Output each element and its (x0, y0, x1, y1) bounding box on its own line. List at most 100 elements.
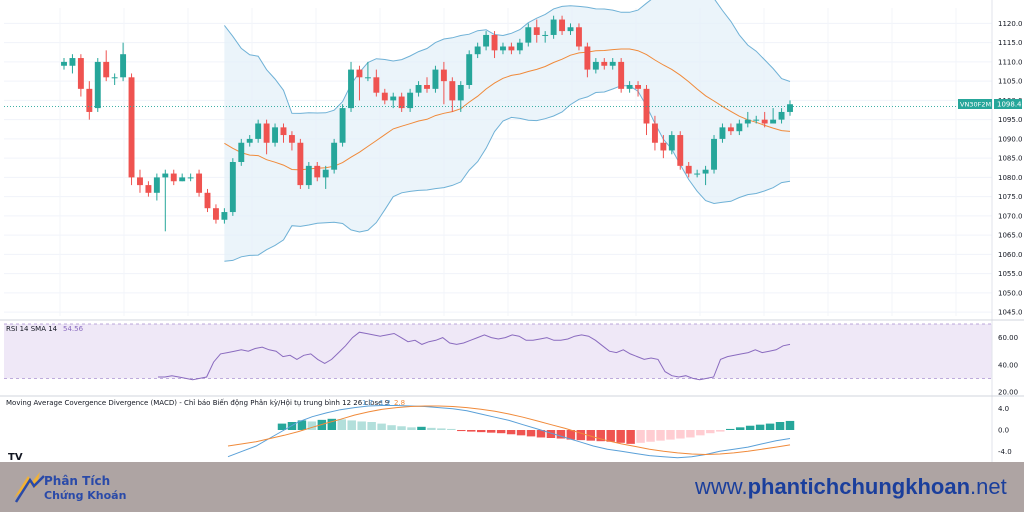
macd-histogram-bar (437, 428, 446, 430)
candle (204, 188, 211, 213)
macd-histogram-bar (666, 430, 675, 440)
candle-body (457, 85, 464, 101)
candle-body (212, 208, 219, 220)
trading-chart[interactable]: 60.00 40.00 20.00 4.0 0.0 -4.0 1045.0 1050.0 1… (0, 0, 1024, 462)
candle (255, 119, 262, 143)
candle (449, 77, 456, 112)
macd-histogram-bar (387, 425, 396, 430)
candle-body (592, 61, 599, 70)
macd-tick-label: -4.0 (998, 448, 1012, 456)
macd-histogram-bar (297, 420, 307, 430)
macd-histogram-bar (646, 430, 655, 442)
macd-histogram-bar (357, 421, 366, 430)
macd-histogram-bar (367, 422, 376, 430)
site-prefix: www. (695, 474, 748, 499)
macd-histogram-bar (636, 430, 645, 443)
candle (508, 42, 515, 55)
candle-body (364, 77, 371, 79)
rsi-tick-label: 20.00 (998, 389, 1018, 397)
candle-body (660, 142, 667, 151)
candle-body (331, 142, 338, 170)
macd-histogram-bar (526, 430, 536, 437)
candle (550, 15, 557, 39)
price-tick-label: 1045.0 (998, 309, 1023, 317)
candle-body (390, 96, 397, 101)
candle (483, 31, 490, 51)
candle-body (635, 85, 642, 89)
price-tick-label: 1085.0 (998, 155, 1023, 163)
candle-body (651, 123, 658, 143)
footer-banner: Phân Tích Chứng Khoán www.phantichchungk… (0, 462, 1024, 512)
rsi-pane[interactable]: 60.00 40.00 20.00 (4, 323, 1018, 397)
website-url[interactable]: www.phantichchungkhoan.net (695, 474, 1007, 500)
macd-histogram-bar (586, 430, 596, 441)
candle (744, 111, 751, 128)
price-tick-label: 1120.0 (998, 20, 1023, 28)
candle-body (491, 34, 498, 51)
candle (272, 123, 279, 147)
candle (61, 58, 67, 70)
macd-histogram-bar (745, 425, 755, 430)
candle-body (719, 127, 726, 139)
candle-body (778, 111, 785, 120)
rsi-tick-label: 40.00 (998, 361, 1018, 369)
macd-value: 1.7 (362, 399, 373, 407)
price-tick-label: 1060.0 (998, 251, 1023, 259)
candle-body (584, 46, 591, 70)
symbol-tag: VN30F2M (960, 101, 991, 109)
macd-histogram-bar (427, 427, 436, 430)
macd-histogram-bar (307, 421, 317, 430)
candle-body (153, 177, 160, 193)
price-tick-label: 1090.0 (998, 135, 1023, 143)
macd-histogram-bar (696, 430, 705, 436)
candle-body (314, 165, 321, 178)
macd-tick-label: 0.0 (998, 427, 1009, 435)
candle (424, 77, 430, 93)
price-tick-label: 1115.0 (998, 39, 1023, 47)
macd-histogram-bar (516, 430, 526, 436)
candle (305, 162, 312, 189)
macd-histogram-bar (397, 426, 406, 430)
macd-histogram-bar (377, 423, 386, 430)
site-suffix: .net (970, 474, 1007, 499)
candle-body (559, 19, 566, 32)
candle-body (61, 61, 67, 66)
candle (727, 123, 734, 136)
candle (162, 169, 169, 232)
macd-histogram-bar (327, 418, 337, 430)
candle-body (263, 123, 270, 143)
candle-body (356, 69, 363, 78)
candle (736, 119, 743, 136)
macd-pane[interactable]: 4.0 0.0 -4.0 (227, 405, 1012, 459)
logo-line2: Chứng Khoán (44, 489, 127, 502)
last-price-value: 1098.4 (997, 101, 1022, 109)
candle (440, 61, 447, 105)
candle (263, 119, 270, 155)
candle-body (120, 54, 127, 78)
candle-body (466, 54, 473, 85)
brand-logo (10, 468, 140, 508)
price-pane[interactable] (4, 0, 992, 316)
macd-histogram-bar (576, 430, 586, 441)
price-tick-label: 1070.0 (998, 212, 1023, 220)
rsi-line (158, 331, 791, 381)
candle (407, 88, 414, 112)
candle (668, 131, 675, 155)
candle (719, 123, 726, 143)
candle-body (322, 169, 329, 178)
signal-value: -1.2 (377, 399, 391, 407)
candle (500, 42, 506, 55)
candle-body (221, 212, 228, 220)
candle-body (398, 96, 405, 109)
candle (609, 58, 616, 70)
candle-body (196, 173, 203, 193)
candle (120, 42, 127, 82)
candle (584, 42, 591, 78)
macd-histogram-bar (556, 430, 566, 439)
macd-histogram-bar (596, 430, 605, 442)
candle (128, 73, 135, 186)
candle-body (440, 69, 447, 82)
site-main: phantichchungkhoan (747, 474, 971, 499)
candle-body (381, 92, 388, 101)
bollinger-lower-line (224, 85, 791, 262)
